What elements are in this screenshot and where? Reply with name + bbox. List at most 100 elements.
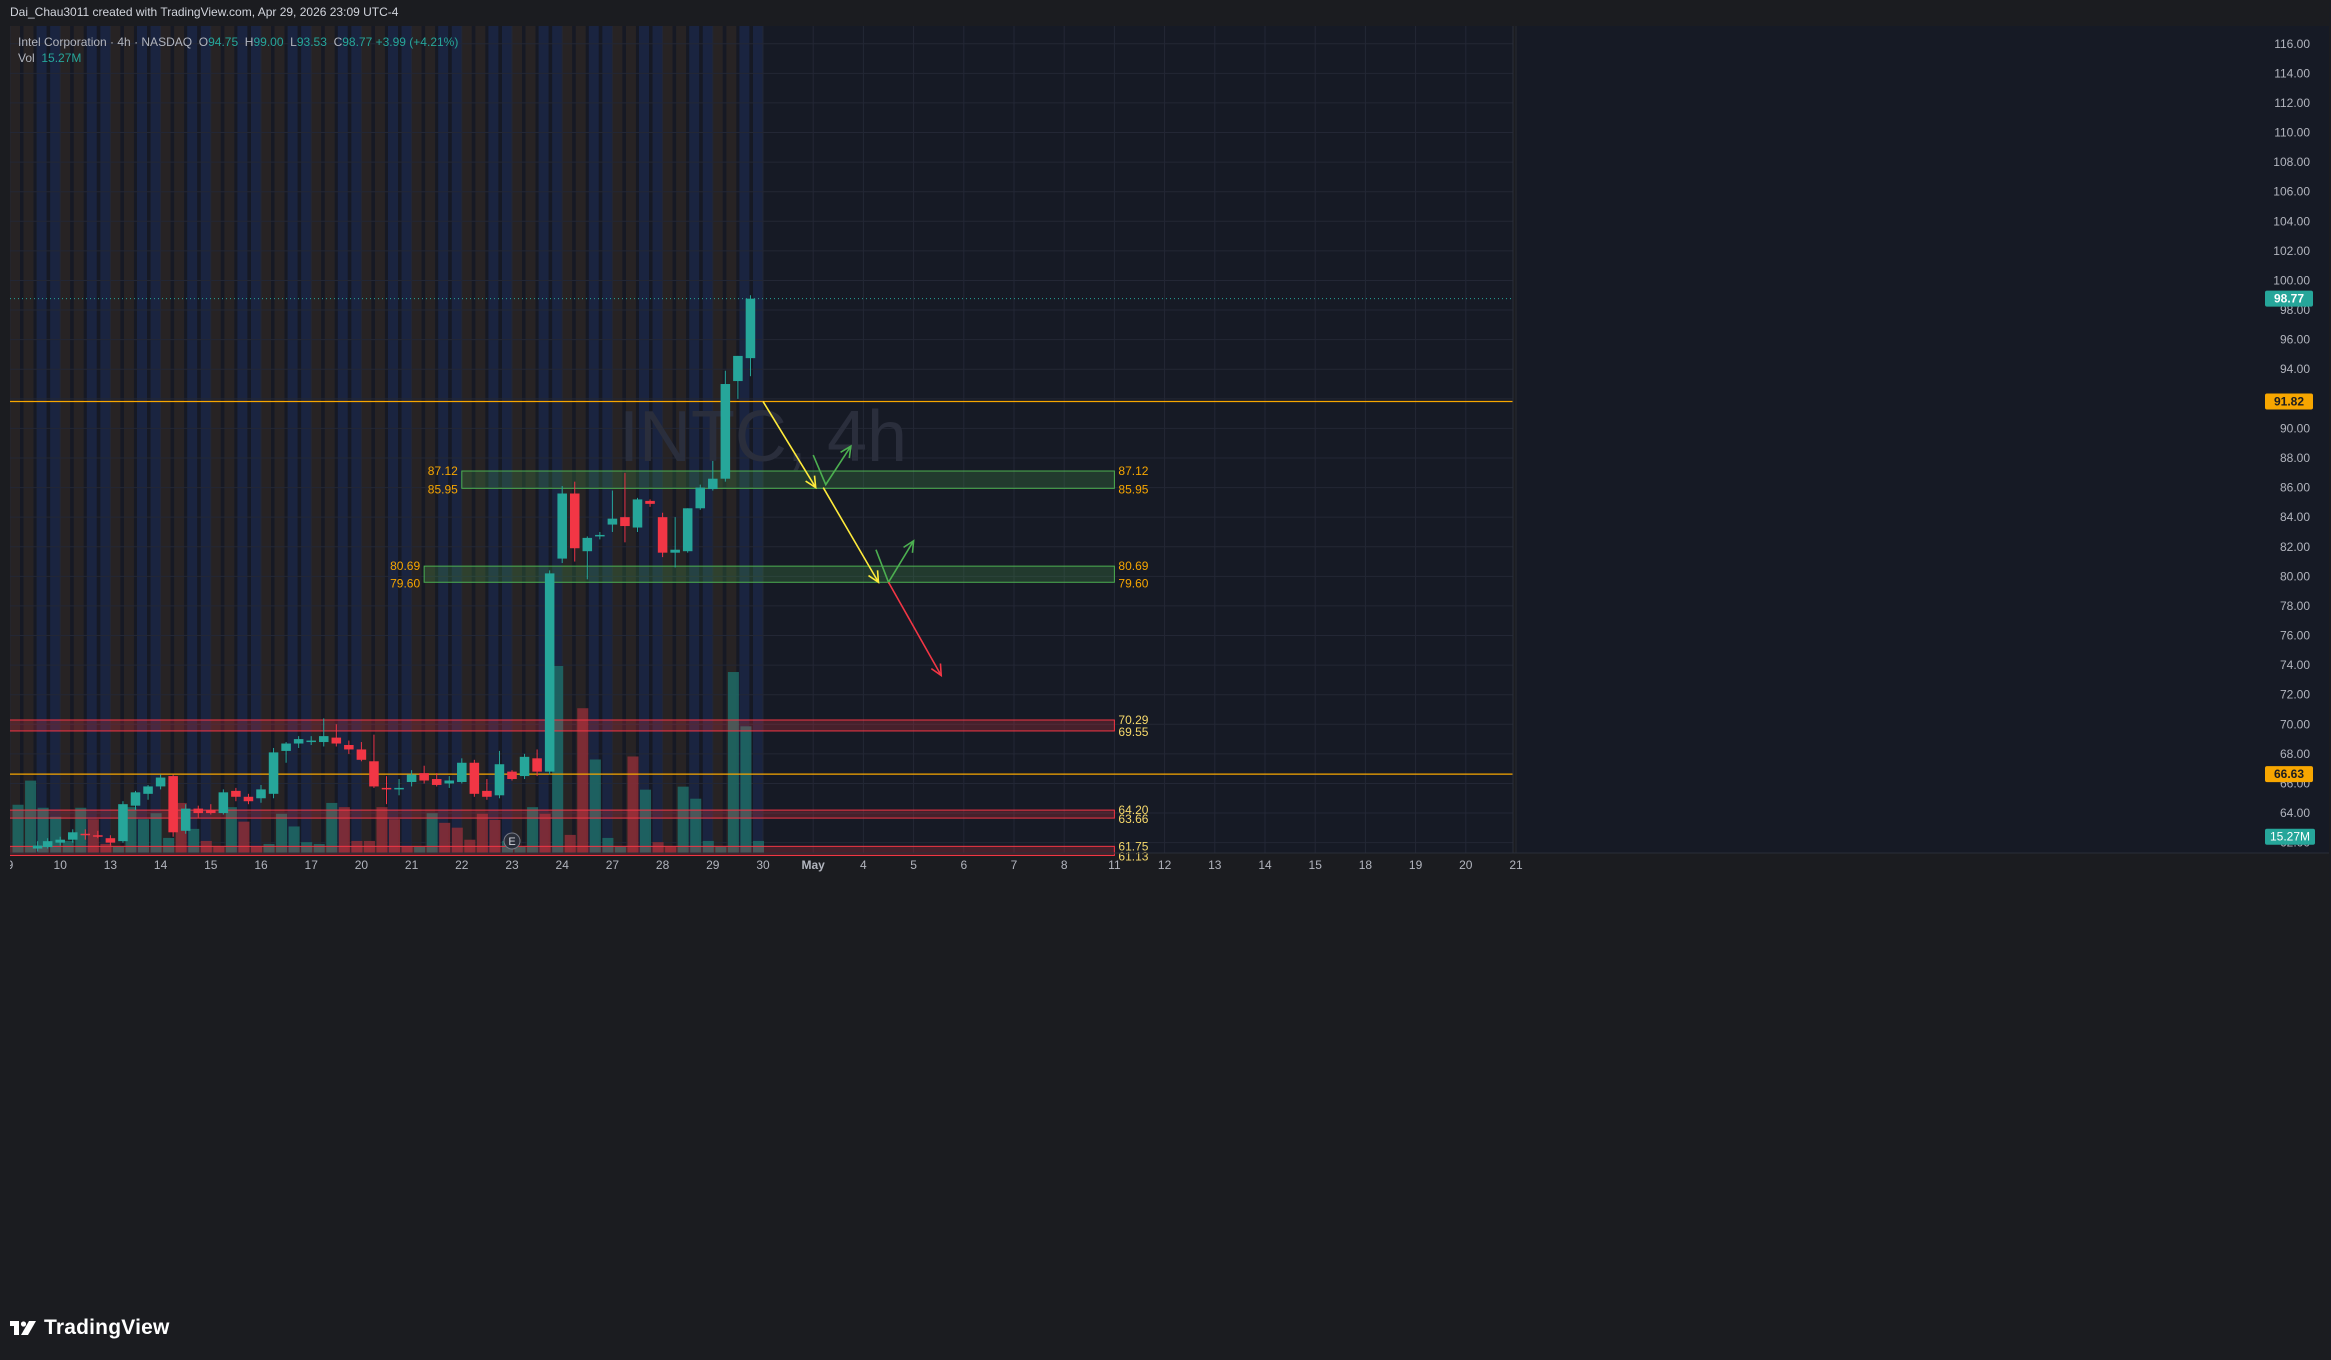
session-stripe — [461, 26, 472, 853]
session-stripe — [702, 26, 713, 853]
session-stripe — [522, 26, 526, 853]
time-tick-label: 23 — [505, 858, 519, 872]
volume-bar — [577, 708, 589, 853]
session-stripe — [110, 26, 121, 853]
session-stripe — [133, 26, 138, 853]
session-stripe — [649, 26, 653, 853]
session-stripe — [83, 26, 87, 853]
volume-bar — [62, 840, 74, 853]
session-stripe — [438, 26, 449, 853]
projection-path — [887, 581, 942, 676]
volume-bar — [351, 840, 363, 853]
session-stripe — [301, 26, 312, 853]
candle-body — [444, 780, 455, 784]
candle-body — [293, 739, 304, 744]
projection-arrowhead — [868, 570, 880, 584]
price-tick-label: 72.00 — [2280, 688, 2310, 702]
last-price-badge — [2265, 290, 2313, 307]
time-tick-label: 14 — [1258, 858, 1272, 872]
session-stripe — [86, 26, 97, 853]
volume-bar — [602, 837, 614, 853]
volume-bar — [564, 834, 576, 853]
zone-bottom-label: 79.60 — [1118, 576, 1148, 590]
candle-body — [356, 749, 367, 760]
zone-top-label: 70.29 — [1118, 713, 1148, 727]
zone-top-label: 61.75 — [1118, 839, 1148, 853]
session-stripe — [197, 26, 201, 853]
session-stripe — [50, 26, 61, 853]
session-stripe — [585, 26, 589, 853]
session-stripe — [234, 26, 238, 853]
session-stripe — [210, 26, 221, 853]
volume-bar — [665, 846, 677, 853]
symbol-watermark: INTC, 4h — [619, 397, 907, 477]
candle-body — [682, 508, 693, 552]
candle-body — [268, 752, 279, 794]
candle-body — [431, 779, 442, 785]
candle-body — [67, 832, 78, 840]
session-stripe — [752, 26, 763, 853]
resistance-zone — [6, 845, 1115, 857]
close-value: 98.77 — [342, 35, 373, 49]
session-stripe — [46, 26, 51, 853]
session-stripe — [351, 26, 362, 853]
volume-bar — [263, 843, 275, 853]
candle-body — [557, 493, 567, 559]
volume-bar — [25, 780, 37, 853]
session-stripe — [535, 26, 539, 853]
volume-bar — [439, 822, 451, 853]
last-price-badge-label: 98.77 — [2274, 292, 2304, 306]
top-bar: Dai_Chau3011 created with TradingView.co… — [0, 0, 2331, 22]
candle-body — [231, 790, 241, 797]
session-stripe — [334, 26, 338, 853]
session-stripe — [287, 26, 298, 853]
candle-body — [243, 796, 254, 802]
zone-left-top-label: 80.69 — [390, 559, 420, 573]
session-stripe — [622, 26, 626, 853]
price-tick-label: 104.00 — [2273, 214, 2310, 228]
time-tick-label: 9 — [10, 858, 14, 872]
last-volume-badge — [2265, 828, 2315, 845]
tradingview-logo[interactable]: TradingView — [10, 1316, 170, 1340]
candle-body — [595, 534, 605, 537]
session-stripe — [635, 26, 640, 853]
earnings-marker-label: E — [508, 836, 515, 848]
session-stripe — [174, 26, 185, 853]
volume-bar — [627, 756, 639, 853]
tradingview-logo-icon — [10, 1321, 36, 1335]
candle-body — [544, 573, 555, 772]
session-stripe — [625, 26, 636, 853]
price-tick-label: 70.00 — [2280, 717, 2310, 731]
price-tick-label: 106.00 — [2273, 185, 2310, 199]
candle-body — [620, 517, 630, 527]
volume-bar — [138, 819, 150, 853]
time-tick-label: 4 — [860, 858, 867, 872]
volume-bar — [12, 804, 24, 853]
candle-body — [394, 787, 404, 790]
candle-body — [180, 808, 191, 831]
price-tick-label: 74.00 — [2280, 658, 2310, 672]
change-value: +3.99 (+4.21%) — [375, 35, 459, 49]
volume-bar — [213, 846, 225, 853]
volume-bar — [376, 807, 388, 853]
volume-label: Vol — [18, 51, 35, 65]
price-tick-label: 78.00 — [2280, 599, 2310, 613]
session-stripe — [337, 26, 348, 853]
volume-bar — [426, 813, 438, 853]
time-tick-label: 7 — [1011, 858, 1018, 872]
open-label: O — [198, 35, 209, 49]
volume-value: 15.27M — [41, 51, 82, 65]
time-tick-label: 10 — [54, 858, 68, 872]
candle-body — [708, 478, 718, 490]
level-badge-label: 91.82 — [2274, 394, 2304, 408]
chart-area[interactable]: INTC, 4h 87.12 85.95 87.12 85.95 80.69 79.60 80… — [6, 26, 2329, 1299]
chart-legend: Intel Corporation · 4h · NASDAQ O94.75 H… — [18, 34, 458, 66]
session-stripe — [501, 26, 512, 853]
volume-bar — [363, 840, 375, 853]
volume-bar — [589, 759, 601, 853]
candle-body — [745, 298, 756, 359]
time-tick-label: 15 — [1309, 858, 1323, 872]
price-chart[interactable]: INTC, 4h 87.12 85.95 87.12 85.95 80.69 79.60 80… — [6, 26, 2329, 1299]
price-tick-label: 94.00 — [2280, 362, 2310, 376]
candle-body — [155, 777, 166, 787]
